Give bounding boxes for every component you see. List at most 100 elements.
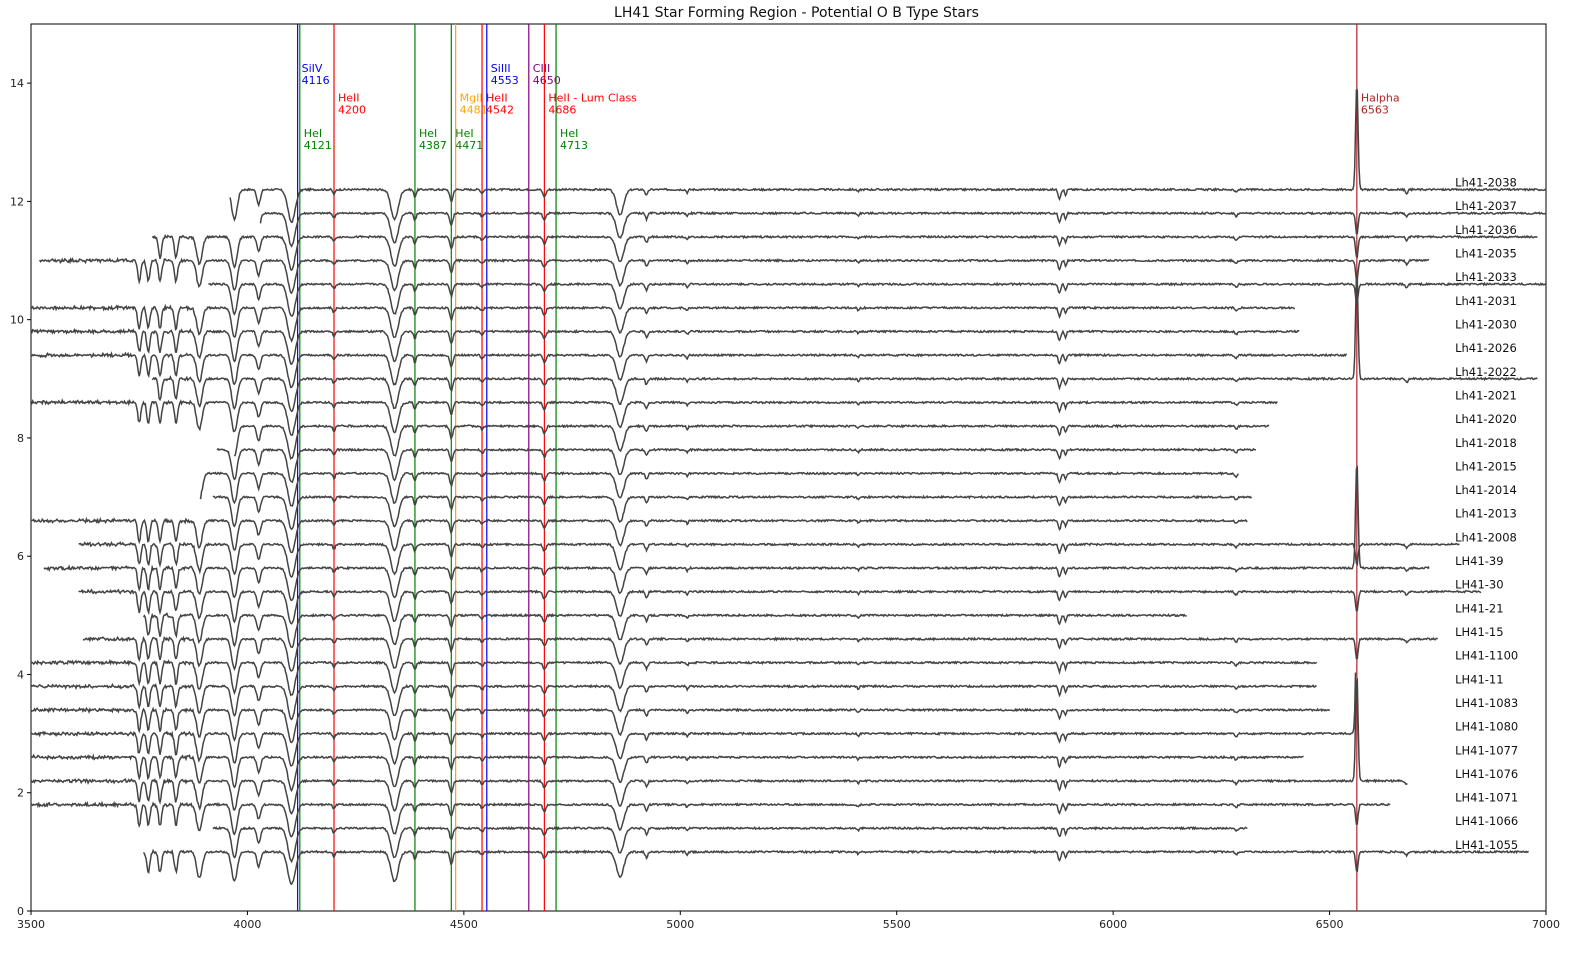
spectrum-line: [30, 706, 1331, 744]
spectrum-line: [30, 351, 1347, 389]
y-tick-label: 8: [17, 432, 24, 445]
reference-line-wavelength: 4116: [302, 74, 330, 87]
reference-line-wavelength: 4542: [486, 104, 514, 117]
y-tick-label: 14: [10, 77, 24, 90]
star-label: LH41-1080: [1455, 720, 1518, 734]
spectrum-line: [208, 281, 1547, 317]
reference-line-ion: CIII: [533, 62, 550, 75]
reference-line-ion: MgII: [460, 92, 483, 105]
spectrum-line: [82, 635, 1438, 672]
reference-line-wavelength: 4650: [533, 74, 561, 87]
star-label: LH41-30: [1455, 578, 1503, 592]
star-label: LH41-11: [1455, 672, 1503, 686]
star-label: Lh41-2030: [1455, 317, 1517, 331]
reference-line-ion: SiIII: [491, 62, 511, 75]
spectrum-line: [233, 423, 1270, 460]
spectrum-line: [39, 256, 1430, 295]
y-tick-label: 12: [10, 195, 24, 208]
x-tick-label: 4000: [233, 918, 261, 931]
reference-line-wavelength: 4713: [560, 139, 588, 152]
y-tick-label: 6: [17, 550, 24, 563]
star-label: LH41-21: [1455, 601, 1503, 615]
star-label: LH41-15: [1455, 625, 1503, 639]
star-label: LH41-1071: [1455, 791, 1518, 805]
x-tick-label: 6500: [1316, 918, 1344, 931]
spectrum-line: [212, 494, 1253, 531]
spectrum-line: [30, 672, 1357, 767]
reference-line-ion: HeI: [560, 127, 578, 140]
spectrum-line: [151, 277, 1538, 413]
star-label: Lh41-2026: [1455, 341, 1517, 355]
y-tick-label: 10: [10, 314, 24, 327]
spectra-series: [30, 89, 1547, 886]
y-tick-label: 4: [17, 668, 24, 681]
chart-title: LH41 Star Forming Region - Potential O B…: [614, 5, 979, 21]
spectrum-line: [30, 328, 1300, 365]
y-tick-label: 0: [17, 905, 24, 918]
star-label: Lh41-2031: [1455, 294, 1517, 308]
spectrum-line: [30, 800, 1391, 838]
x-tick-label: 4500: [450, 918, 478, 931]
spectrum-line: [229, 89, 1547, 224]
star-label: Lh41-2014: [1455, 483, 1517, 497]
star-label: Lh41-2037: [1455, 199, 1517, 213]
spectrum-line: [30, 658, 1318, 697]
spectrum-line: [30, 516, 1248, 554]
star-label: Lh41-2022: [1455, 365, 1517, 379]
plot-frame: [30, 23, 1547, 912]
reference-line-wavelength: 4481: [460, 104, 488, 117]
reference-line-ion: HeI: [419, 127, 437, 140]
spectrum-line: [199, 471, 1239, 507]
reference-line-wavelength: 6563: [1361, 104, 1389, 117]
star-label: Lh41-2036: [1455, 223, 1517, 237]
star-label: LH41-1077: [1455, 743, 1518, 757]
reference-line-wavelength: 4471: [455, 139, 483, 152]
x-tick-label: 6000: [1099, 918, 1127, 931]
x-tick-label: 7000: [1532, 918, 1560, 931]
star-label: Lh41-2038: [1455, 176, 1517, 190]
spectrum-line: [142, 612, 1187, 649]
spectrum-line: [212, 825, 1248, 864]
star-label: Lh41-2013: [1455, 507, 1517, 521]
star-label: LH41-1076: [1455, 767, 1518, 781]
y-tick-label: 2: [17, 787, 24, 800]
x-tick-label: 3500: [17, 918, 45, 931]
reference-line-wavelength: 4553: [491, 74, 519, 87]
spectrum-line: [78, 540, 1460, 578]
reference-line-wavelength: 4686: [548, 104, 576, 117]
spectrum-line: [30, 682, 1317, 721]
reference-line-ion: HeII: [338, 92, 360, 105]
x-tick-label: 5500: [883, 918, 911, 931]
x-tick-label: 5000: [666, 918, 694, 931]
star-label: LH41-1055: [1455, 838, 1518, 852]
star-label: Lh41-2015: [1455, 459, 1517, 473]
star-labels: Lh41-2038 Lh41-2037 Lh41-2036 Lh41-2035 Lh41…: [1455, 176, 1518, 852]
spectrum-line: [30, 753, 1304, 793]
reference-line-ion: HeI: [455, 127, 473, 140]
reference-line-wavelength: 4121: [304, 139, 332, 152]
reference-line-ion: HeI: [304, 127, 322, 140]
star-label: Lh41-2018: [1455, 436, 1517, 450]
star-label: Lh41-2008: [1455, 530, 1517, 544]
spectrum-line: [30, 398, 1278, 437]
star-label: Lh41-2033: [1455, 270, 1517, 284]
reference-line-ion: Halpha: [1361, 92, 1400, 105]
star-label: Lh41-2020: [1455, 412, 1517, 426]
spectrum-line: [259, 210, 1547, 248]
spectrum-line: [78, 588, 1482, 625]
star-label: Lh41-2021: [1455, 388, 1517, 402]
reference-line-ion: SiIV: [302, 62, 323, 75]
spectrum-line: [216, 447, 1257, 484]
reference-line-wavelength: 4387: [419, 139, 447, 152]
axes: 3500 4000 4500 5000 5500 6000 6500 7000 0 2 4 6 8 10 1…: [10, 77, 1560, 931]
spectrum-line: [43, 465, 1430, 602]
spectrum-line: [30, 677, 1408, 815]
reference-line-ion: HeII: [486, 92, 508, 105]
spectrum-line: [142, 848, 1530, 886]
star-label: LH41-1066: [1455, 814, 1518, 828]
spectrum-line: [30, 303, 1295, 343]
star-label: LH41-1100: [1455, 649, 1518, 663]
star-label: LH41-1083: [1455, 696, 1518, 710]
star-label: Lh41-2035: [1455, 247, 1517, 261]
